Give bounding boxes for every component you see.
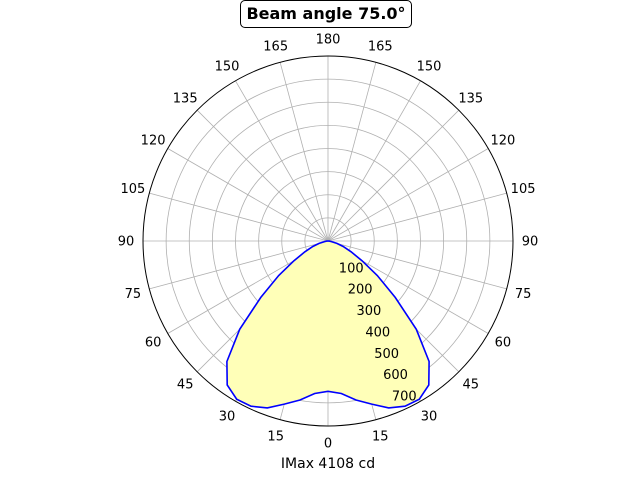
intensity-line [226, 240, 430, 409]
theta-tick-label: 60 [145, 336, 162, 351]
theta-tick-label: 90 [118, 235, 135, 250]
polar-frame [142, 55, 514, 427]
angular-gridline-14 [235, 80, 329, 242]
angular-gridline-9 [327, 109, 460, 242]
theta-tick-label: 45 [177, 377, 194, 392]
radial-tick-label: 300 [357, 304, 382, 319]
angular-gridline-13 [279, 62, 329, 242]
theta-tick-label: 150 [417, 60, 442, 75]
theta-tick-label: 0 [324, 437, 332, 452]
angular-gridline-7 [327, 192, 507, 242]
angular-gridline-19 [149, 240, 329, 290]
angular-gridline-11 [327, 62, 377, 242]
theta-tick-label: 135 [458, 92, 483, 107]
x-axis-label: IMax 4108 cd [280, 456, 376, 472]
theta-tick-label: 15 [267, 430, 284, 445]
theta-tick-label: 105 [511, 182, 536, 197]
angular-gridline-8 [327, 148, 489, 242]
radial-tick-labels: 100 200 300 400 500 600 700 [339, 261, 417, 404]
angular-gridline-10 [327, 80, 421, 242]
radial-tick-label: 100 [339, 261, 364, 276]
radial-tick-label: 200 [348, 283, 373, 298]
chart-title: Beam angle 75.0° [240, 0, 412, 28]
theta-tick-label: 165 [263, 39, 288, 54]
intensity-fill [226, 241, 430, 408]
theta-tick-label: 135 [173, 92, 198, 107]
angular-gridline-17 [149, 192, 329, 242]
radial-tick-label: 600 [383, 368, 408, 383]
theta-tick-label: 75 [125, 287, 142, 302]
theta-tick-label: 75 [515, 287, 532, 302]
angular-gridline-16 [167, 148, 329, 242]
theta-tick-label: 15 [372, 430, 389, 445]
theta-tick-label: 120 [141, 134, 166, 149]
theta-tick-label: 30 [219, 409, 236, 424]
intensity-curve [226, 240, 430, 409]
theta-tick-label: 60 [495, 336, 512, 351]
theta-tick-label: 90 [522, 235, 539, 250]
radial-tick-label: 500 [374, 347, 399, 362]
theta-tick-label: 180 [316, 33, 341, 48]
theta-tick-labels: 0 15 30 45 60 75 90 105 120 135 150 165 180 165 150 135… [118, 33, 539, 452]
angular-gridline-15 [196, 109, 329, 242]
theta-tick-label: 105 [120, 182, 145, 197]
theta-tick-label: 30 [421, 409, 438, 424]
angular-gridline-5 [327, 240, 507, 290]
theta-tick-label: 150 [215, 60, 240, 75]
theta-tick-label: 120 [490, 134, 515, 149]
radial-tick-label: 400 [365, 326, 390, 341]
theta-tick-label: 45 [463, 377, 480, 392]
radial-tick-label: 700 [392, 390, 417, 405]
theta-tick-label: 165 [368, 39, 393, 54]
